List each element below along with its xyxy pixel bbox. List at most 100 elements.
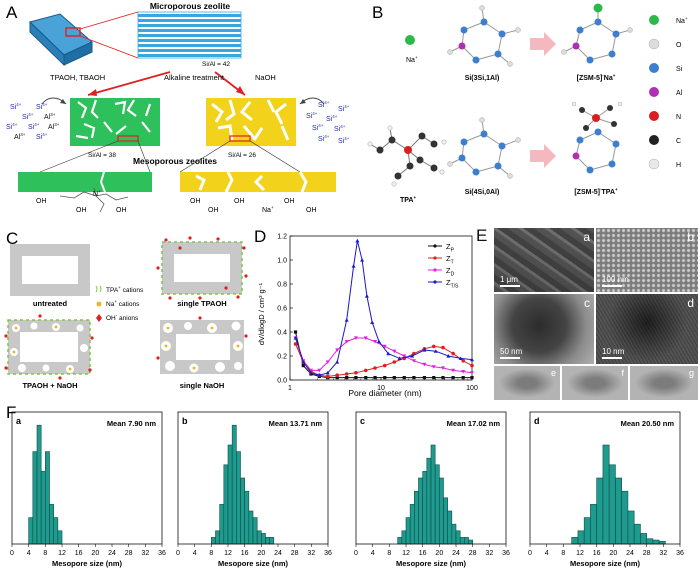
histogram-bar [240, 477, 245, 545]
data-point-Z_TS [433, 349, 438, 353]
zeolite-crystal [29, 13, 93, 67]
legend-label: ZT [446, 254, 454, 266]
data-point-Z_TS [410, 354, 415, 358]
svg-text:H: H [676, 162, 681, 169]
tpa-cation-sketch [59, 187, 129, 213]
svg-text:Si4+: Si4+ [318, 134, 330, 143]
hist-x-tick-label: 16 [593, 550, 601, 557]
histogram-bar [265, 537, 270, 545]
svg-text:Si4+: Si4+ [22, 112, 34, 121]
data-point-Z_P [441, 376, 445, 380]
histogram-bar [422, 471, 428, 545]
svg-text:Si4+: Si4+ [334, 124, 346, 133]
histogram-bar [571, 537, 579, 545]
data-point-Z_TS [397, 356, 402, 360]
data-point-Z_TS [360, 258, 365, 262]
histogram-bar [430, 444, 436, 545]
svg-text:TPA+: TPA+ [400, 195, 416, 204]
na-atom [405, 35, 415, 45]
histogram-frame [355, 411, 507, 545]
histogram-bar [621, 490, 629, 545]
svg-text:Si4+: Si4+ [28, 122, 40, 131]
y-tick-label: 0.0 [277, 378, 287, 385]
chart-axes: 0.0 0.2 0.4 0.6 0.8 1.0 1.2 1 10 100 [277, 234, 478, 393]
hist-x-tick-label: 20 [435, 550, 443, 557]
hist-x-tick-label: 4 [27, 550, 31, 557]
oh-label: OH [116, 207, 127, 214]
hist-x-tick-label: 0 [354, 550, 358, 557]
y-tick-label: 1.0 [277, 258, 287, 265]
histogram-bar [583, 517, 591, 545]
histogram-bar [447, 510, 453, 545]
data-point-Z_P [345, 376, 349, 380]
data-point-Z_D [422, 362, 427, 367]
panel-a-letter: A [6, 3, 18, 22]
histogram-bar [468, 539, 473, 545]
oh-label: OH [36, 198, 47, 205]
right-reagent: NaOH [255, 73, 276, 82]
legend-marker [433, 256, 437, 260]
data-point-Z_D [402, 354, 407, 358]
si3-cluster [449, 7, 519, 65]
histogram-bar [451, 523, 457, 545]
data-point-Z_TS [376, 339, 381, 344]
single-naoh-label: single NaOH [180, 381, 225, 390]
si3-label: Si(3Si,1Al) [465, 75, 500, 82]
data-point-Z_D [353, 336, 358, 340]
hist-x-tick-label: 28 [469, 550, 477, 557]
hist-x-tick-label: 0 [176, 550, 180, 557]
svg-text:Na+: Na+ [406, 55, 418, 64]
histogram-bar [615, 477, 622, 545]
data-point-Z_D [382, 344, 387, 349]
green-zeolite-block [70, 98, 160, 146]
histogram-mean: Mean 17.02 nm [447, 419, 501, 428]
histogram-bar [401, 530, 407, 545]
hist-x-tick-label: 12 [58, 550, 66, 557]
histogram-bar [261, 533, 266, 545]
legend-label: ZP [446, 242, 455, 254]
histogram-bar [418, 477, 423, 545]
data-point-Z_T [382, 363, 387, 368]
histogram-c: 0 4 8 12 16 20 24 28 32 36 c Mean 17.02 nm Mesopore … [354, 411, 510, 568]
svg-text:N+: N+ [93, 189, 101, 198]
data-point-Z_TS [293, 336, 298, 340]
zsm5-na-cluster [563, 10, 631, 61]
data-point-Z_D [411, 359, 416, 363]
histogram-bar [459, 537, 465, 545]
data-point-Z_D [470, 371, 474, 375]
data-point-Z_T [431, 344, 436, 349]
svg-text:Al3+: Al3+ [48, 122, 60, 131]
legend-label: ZD [446, 266, 455, 278]
data-point-Z_P [422, 376, 427, 380]
histogram-bar [215, 530, 220, 545]
chart-ylabel: dV/dlogD / cm³ g⁻¹ [257, 282, 266, 345]
y-tick-label: 0.6 [277, 306, 287, 313]
data-point-Z_TS [370, 320, 375, 324]
hist-x-tick-label: 12 [576, 550, 584, 557]
histogram-label: a [16, 416, 22, 426]
data-point-Z_TS [355, 238, 360, 243]
data-point-Z_P [293, 330, 298, 334]
x-tick-label: 100 [466, 385, 478, 392]
hist-x-tick-label: 0 [528, 550, 532, 557]
data-point-Z_D [325, 360, 330, 364]
data-point-Z_D [344, 340, 349, 344]
svg-text:Na+: Na+ [676, 16, 688, 25]
histogram-bar [439, 477, 444, 545]
plot-frame [289, 235, 473, 381]
si4-cluster [449, 119, 519, 177]
oh-label: OH [284, 198, 295, 205]
sem-image-a: a 1 μm [494, 228, 594, 292]
data-point-Z_P [461, 376, 465, 380]
microporous-title: Microporous zeolite [150, 1, 231, 11]
data-point-Z_TS [446, 354, 451, 358]
data-point-Z_T [344, 372, 349, 376]
svg-text:Si4+: Si4+ [312, 123, 324, 132]
hist-x-tick-label: 8 [43, 550, 47, 557]
data-point-Z_P [354, 376, 358, 380]
svg-text:OH- anions: OH- anions [106, 313, 139, 322]
histogram-mean: Mean 13.71 nm [269, 419, 323, 428]
svg-text:Al: Al [676, 90, 683, 97]
svg-text:N: N [676, 114, 681, 121]
y-tick-label: 0.4 [277, 330, 287, 337]
